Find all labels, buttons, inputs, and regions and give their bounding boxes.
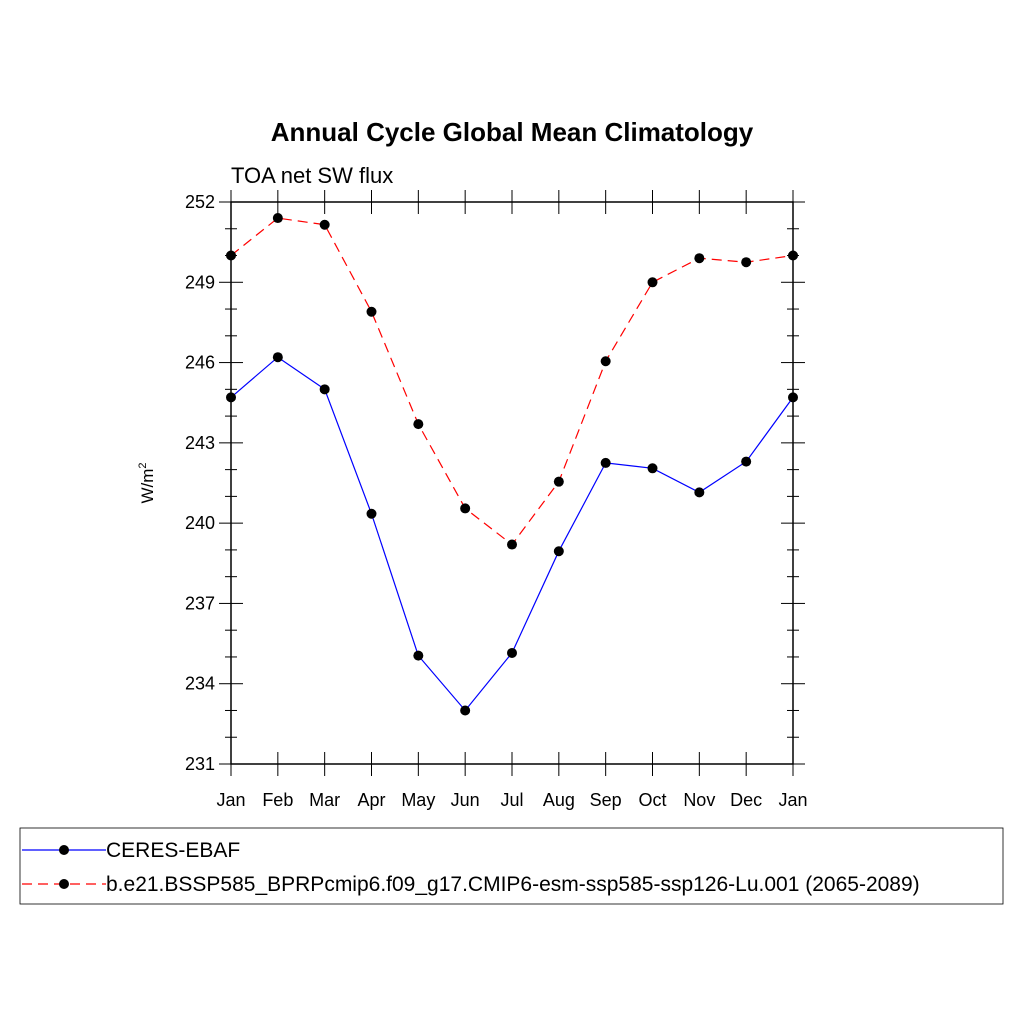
y-tick-label: 234 (185, 674, 215, 694)
chart-subtitle: TOA net SW flux (231, 163, 393, 188)
chart-title: Annual Cycle Global Mean Climatology (271, 117, 754, 147)
legend-label-2: b.e21.BSSP585_BPRPcmip6.f09_g17.CMIP6-es… (106, 873, 920, 896)
x-tick-label: Jan (778, 790, 807, 810)
data-point (366, 508, 377, 519)
y-axis-label-unit: W/m (138, 469, 157, 504)
x-tick-label: Apr (357, 790, 385, 810)
data-point (460, 705, 471, 716)
x-axis-tick-labels: Jan Feb Mar Apr May Jun Jul Aug Sep Oct Nov Dec Jan (216, 790, 807, 810)
data-point (319, 384, 330, 395)
data-point (272, 213, 283, 224)
series-line (230, 217, 794, 546)
x-tick-label: Dec (730, 790, 762, 810)
x-tick-label: May (401, 790, 435, 810)
y-tick-label: 249 (185, 272, 215, 292)
x-tick-label: Jul (500, 790, 523, 810)
data-point (600, 457, 611, 468)
y-tick-label: 243 (185, 433, 215, 453)
x-tick-label: Nov (683, 790, 715, 810)
x-tick-label: Mar (309, 790, 340, 810)
data-point (319, 219, 330, 230)
legend: CERES-EBAF b.e21.BSSP585_BPRPcmip6.f09_g1… (22, 839, 920, 896)
plot-frame (230, 201, 794, 765)
data-point (788, 250, 798, 261)
y-axis-tick-labels: 231 234 237 240 243 246 249 252 (185, 192, 215, 774)
y-tick-label: 231 (185, 754, 215, 774)
data-point (741, 257, 752, 268)
data-point (507, 647, 517, 658)
legend-marker-2 (59, 879, 69, 889)
series-layer (226, 213, 798, 716)
data-point (694, 253, 705, 264)
data-point (647, 277, 658, 288)
x-tick-label: Jun (451, 790, 480, 810)
axis-ticks (219, 190, 805, 776)
series-1 (226, 352, 798, 716)
y-axis-label: W/m2 (137, 462, 157, 503)
data-point (413, 650, 424, 661)
data-point (553, 476, 564, 487)
y-tick-label: 240 (185, 513, 215, 533)
data-point (366, 306, 377, 317)
y-tick-label: 246 (185, 353, 215, 373)
data-point (413, 419, 424, 430)
series-2 (226, 213, 798, 550)
data-point (507, 539, 517, 550)
data-point (600, 356, 611, 367)
legend-label-1: CERES-EBAF (106, 839, 240, 862)
x-tick-label: Oct (638, 790, 666, 810)
data-point (647, 463, 658, 474)
data-point (226, 250, 236, 261)
x-tick-label: Sep (590, 790, 622, 810)
data-point (460, 503, 471, 514)
data-point (226, 392, 236, 403)
data-point (741, 456, 752, 467)
data-point (272, 352, 283, 363)
legend-marker-1 (59, 845, 69, 855)
x-tick-label: Aug (543, 790, 575, 810)
data-point (553, 546, 564, 557)
y-axis-label-superscript: 2 (137, 462, 149, 468)
data-point (694, 487, 705, 498)
data-point (788, 392, 798, 403)
y-tick-label: 237 (185, 593, 215, 613)
x-tick-label: Jan (216, 790, 245, 810)
legend-box (19, 827, 1004, 905)
x-tick-label: Feb (262, 790, 293, 810)
y-tick-label: 252 (185, 192, 215, 212)
